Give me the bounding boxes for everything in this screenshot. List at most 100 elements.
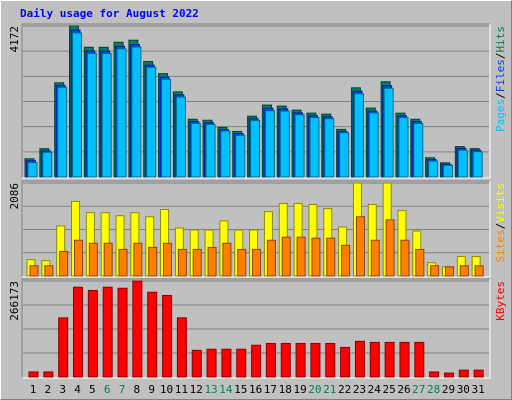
legend-entry: Files	[494, 59, 507, 92]
bar	[428, 160, 439, 178]
bar	[281, 236, 291, 277]
bar	[88, 242, 98, 277]
bar	[148, 246, 158, 277]
x-tick-label: 30	[457, 383, 470, 396]
bar	[399, 341, 410, 378]
bar	[444, 266, 454, 277]
x-tick-label: 23	[353, 383, 366, 396]
legend-separator: /	[494, 223, 507, 230]
bar	[191, 349, 202, 378]
bar	[340, 346, 351, 378]
bar	[117, 287, 128, 378]
bar	[28, 371, 39, 378]
bar	[385, 219, 395, 277]
bar	[415, 248, 425, 277]
legend-separator: /	[494, 53, 507, 60]
bar	[339, 132, 350, 178]
plot-edge	[22, 279, 491, 379]
bar	[190, 122, 201, 178]
x-tick-label: 14	[219, 383, 233, 396]
bar	[207, 246, 217, 277]
bar	[295, 342, 306, 378]
plot-edge	[22, 181, 491, 278]
bar	[473, 369, 484, 378]
bar	[161, 78, 172, 178]
x-tick-label: 7	[119, 383, 126, 396]
x-tick-label: 11	[175, 383, 188, 396]
bar	[103, 242, 113, 277]
bar	[280, 342, 291, 378]
bar	[59, 250, 69, 277]
bar	[205, 124, 216, 178]
x-tick-label: 19	[293, 383, 306, 396]
bar	[265, 342, 276, 378]
bar	[74, 239, 84, 277]
bar	[43, 371, 54, 378]
bar	[147, 291, 158, 378]
x-tick-label: 22	[338, 383, 351, 396]
x-tick-label: 25	[383, 383, 396, 396]
x-tick-label: 26	[397, 383, 410, 396]
bar	[353, 93, 364, 178]
x-tick-label: 27	[412, 383, 425, 396]
legend-entry: Visits	[494, 183, 507, 223]
x-tick-label: 4	[74, 383, 81, 396]
x-tick-label: 2	[45, 383, 52, 396]
bar	[310, 342, 321, 378]
x-tick-label: 28	[427, 383, 440, 396]
legend: Sites/Visits	[494, 183, 507, 263]
bar	[27, 162, 38, 178]
bar	[102, 286, 113, 378]
bar	[146, 66, 157, 178]
x-tick-label: 29	[442, 383, 455, 396]
bar	[383, 87, 394, 178]
legend-entry: Sites	[494, 229, 507, 262]
y-tick-label: 4172	[8, 26, 21, 53]
plot-edge	[21, 278, 490, 378]
bar	[354, 340, 365, 378]
legend-separator: /	[494, 92, 507, 99]
bar	[474, 265, 484, 277]
legend-entry: Hits	[494, 26, 507, 53]
bar	[237, 248, 247, 277]
bar	[192, 248, 202, 277]
bar	[131, 46, 142, 178]
x-tick-label: 24	[368, 383, 382, 396]
bar	[206, 348, 217, 378]
bar	[163, 242, 173, 277]
bar	[250, 120, 261, 178]
y-tick-label: 266173	[8, 281, 21, 321]
x-tick-label: 3	[59, 383, 66, 396]
bar	[57, 87, 68, 178]
plot-edge	[21, 180, 490, 277]
x-tick-label: 1	[30, 383, 37, 396]
bar	[133, 242, 143, 277]
bar	[220, 130, 231, 178]
bar	[264, 110, 275, 178]
x-tick-label: 20	[308, 383, 321, 396]
bar	[311, 237, 321, 277]
y-tick-label: 2086	[8, 183, 21, 210]
plot-edge	[21, 23, 490, 178]
legend-entry: Pages	[494, 99, 507, 132]
bar	[459, 265, 469, 277]
x-tick-label: 6	[104, 383, 111, 396]
bar	[309, 117, 320, 178]
bar	[132, 280, 143, 378]
bar	[326, 237, 336, 277]
bar	[222, 242, 232, 277]
bar	[118, 248, 128, 277]
x-tick-label: 10	[160, 383, 173, 396]
legend-entry: KBytes	[494, 281, 507, 321]
x-tick-label: 15	[234, 383, 247, 396]
bar	[221, 348, 232, 378]
x-tick-label: 12	[190, 383, 203, 396]
x-tick-label: 9	[148, 383, 155, 396]
bar	[101, 53, 112, 178]
bar	[73, 286, 84, 378]
x-tick-label: 31	[472, 383, 485, 396]
bar	[429, 371, 440, 378]
bar	[325, 342, 336, 378]
plot-edge	[22, 24, 491, 179]
